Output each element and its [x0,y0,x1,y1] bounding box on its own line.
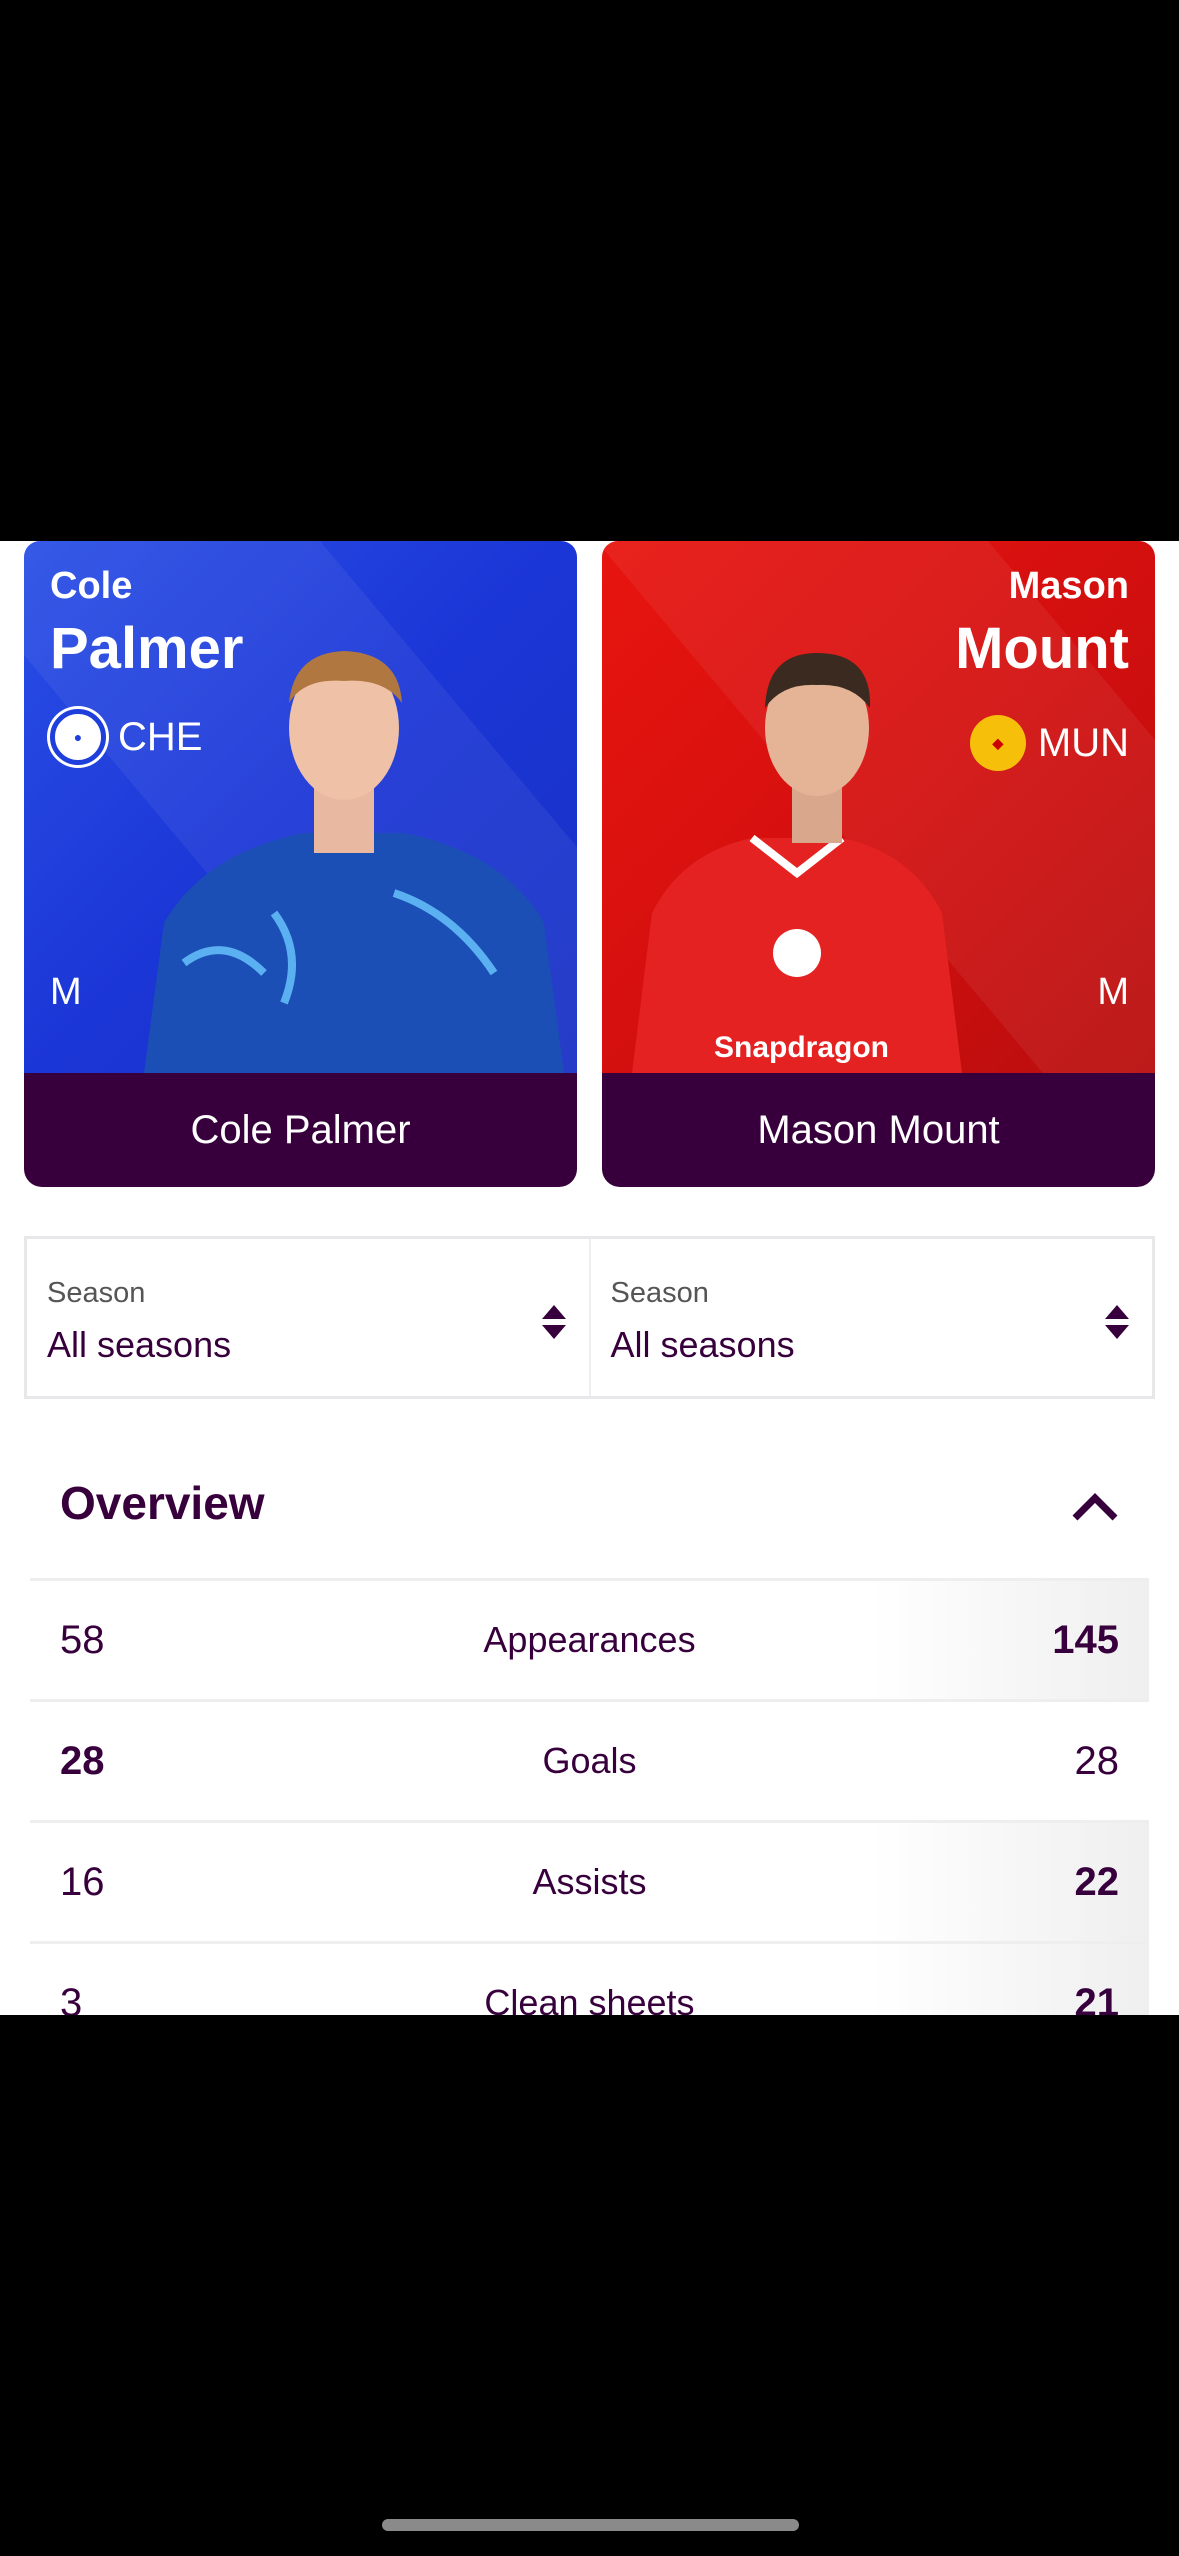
season-value: All seasons [610,1324,795,1365]
club-badge: ◆ MUN [969,715,1129,771]
overview-heading: Overview [60,1477,265,1529]
season-selectors: Season All seasons Season All seasons [24,1236,1155,1399]
player-name-footer: Cole Palmer [24,1073,577,1187]
club-code: MUN [1037,720,1129,765]
player-name-footer: Mason Mount [602,1073,1155,1187]
player-photo: Cole Palmer ● CHE M [24,541,577,1073]
overview-stats-table: 58 Appearances 145 28 Goals 28 16 Assist… [30,1578,1149,2015]
chevron-up-icon[interactable] [1070,1486,1120,1526]
stat-row-goals: 28 Goals 28 [30,1699,1149,1820]
left-value: 28 [60,1738,105,1783]
home-indicator[interactable] [382,2519,799,2531]
chelsea-crest-icon: ● [50,709,106,765]
right-value: 145 [1052,1617,1119,1662]
stat-row-assists: 16 Assists 22 [30,1820,1149,1941]
player-last-name: Mount [955,616,1129,681]
left-value: 3 [60,1980,83,2016]
left-value: 16 [60,1859,105,1904]
right-value: 22 [1074,1859,1120,1904]
man-utd-crest-icon: ◆ [969,715,1026,771]
club-badge: ● CHE [50,709,202,765]
season-select-right[interactable]: Season All seasons [588,1239,1153,1396]
club-code: CHE [118,714,203,759]
stat-label: Clean sheets [484,1982,695,2015]
player-first-name: Mason [1008,565,1129,607]
shirt-sponsor: Snapdragon [714,1031,890,1064]
season-label: Season [610,1277,709,1309]
stat-row-clean-sheets: 3 Clean sheets 21 [30,1941,1149,2015]
stat-row-appearances: 58 Appearances 145 [30,1578,1149,1699]
season-label: Season [47,1277,146,1309]
player-first-name: Cole [50,565,133,607]
stat-label: Goals [542,1740,637,1781]
stat-label: Assists [532,1861,647,1902]
player-card-cole-palmer[interactable]: Cole Palmer ● CHE M Cole Palmer [24,541,577,1187]
season-value: All seasons [47,1324,232,1365]
right-value: 21 [1074,1980,1120,2016]
season-select-left[interactable]: Season All seasons [27,1239,589,1396]
player-position: M [50,971,82,1013]
player-figure [632,653,962,1073]
player-comparison-screen: Cole Palmer ● CHE M Cole Palmer Snapdrag… [0,541,1179,2015]
player-position: M [1097,971,1129,1013]
right-value: 28 [1074,1738,1120,1783]
left-value: 58 [60,1617,105,1662]
player-figure [144,651,564,1073]
player-photo: Snapdragon Mason Mount ◆ MUN M [602,541,1155,1073]
sort-arrows-icon [1105,1305,1129,1339]
sort-arrows-icon [541,1305,566,1339]
player-card-mason-mount[interactable]: Snapdragon Mason Mount ◆ MUN M Mason Mou… [602,541,1155,1187]
player-last-name: Palmer [50,616,244,681]
stat-label: Appearances [483,1619,696,1660]
